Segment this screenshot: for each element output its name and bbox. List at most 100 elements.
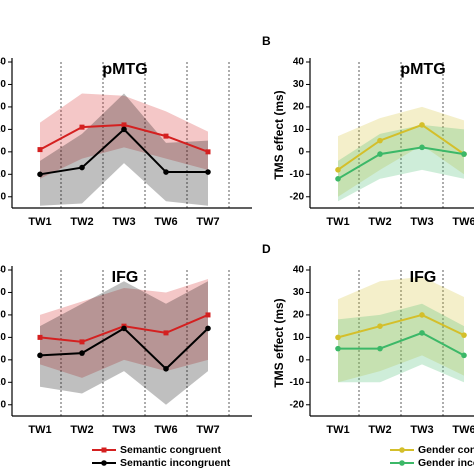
x-tick-label: TW1: [326, 216, 349, 228]
x-tick-label: TW2: [70, 216, 93, 228]
x-tick-label: TW7: [196, 424, 219, 436]
legend-marker: [101, 460, 107, 466]
x-tick-label: TW6: [452, 424, 474, 436]
point: [37, 334, 43, 340]
point: [163, 330, 169, 336]
x-tick-label: TW2: [368, 424, 391, 436]
point: [419, 122, 425, 128]
y-tick-label: 30: [0, 287, 6, 298]
y-tick-label: 20: [0, 310, 6, 321]
point: [79, 124, 85, 130]
panel-label: D: [262, 242, 271, 256]
y-tick-label: 40: [293, 265, 305, 276]
point: [37, 352, 43, 359]
legend-marker: [399, 460, 405, 466]
error-band: [40, 93, 208, 206]
point: [335, 176, 341, 182]
x-tick-label: TW1: [28, 216, 51, 228]
y-tick-label: 20: [293, 310, 305, 321]
point: [419, 144, 425, 151]
error-band: [338, 106, 464, 197]
y-tick-label: 0: [0, 146, 6, 157]
y-tick-label: -20: [290, 191, 305, 202]
x-tick-label: TW6: [154, 424, 177, 436]
y-tick-label: -10: [0, 377, 6, 388]
x-tick-label: TW6: [154, 216, 177, 228]
y-tick-label: -10: [290, 377, 305, 388]
point: [121, 122, 127, 128]
y-tick-label: -20: [0, 399, 6, 410]
panel-title: pMTG: [102, 61, 147, 78]
y-tick-label: -20: [0, 191, 6, 202]
point: [79, 164, 85, 171]
panel-title: IFG: [112, 269, 139, 286]
legend-label: Semantic congruent: [120, 444, 221, 456]
x-tick-label: TW3: [112, 216, 135, 228]
y-tick-label: -10: [290, 169, 305, 180]
error-band: [338, 276, 464, 383]
x-tick-label: TW3: [112, 424, 135, 436]
point: [335, 334, 341, 341]
series-line: [338, 331, 465, 357]
y-tick-label: 40: [293, 57, 305, 68]
point: [121, 126, 127, 133]
y-tick-label: 40: [0, 265, 6, 276]
legend-marker: [101, 447, 107, 453]
y-tick-label: 10: [0, 332, 6, 343]
y-tick-label: 30: [293, 79, 305, 90]
point: [461, 352, 467, 359]
point: [377, 151, 383, 157]
x-tick-label: TW2: [368, 216, 391, 228]
point: [377, 137, 383, 144]
point: [461, 332, 467, 338]
y-tick-label: 20: [0, 102, 6, 113]
y-axis-title: TMS effect (ms): [272, 298, 286, 387]
x-tick-label: TW1: [28, 424, 51, 436]
point: [335, 345, 341, 352]
point: [419, 312, 425, 318]
point: [121, 325, 127, 332]
point: [79, 339, 85, 345]
y-tick-label: 20: [293, 102, 305, 113]
y-tick-label: 10: [0, 124, 6, 135]
point: [163, 169, 169, 175]
y-tick-label: -10: [0, 169, 6, 180]
point: [205, 149, 211, 155]
x-tick-label: TW1: [326, 424, 349, 436]
error-band: [338, 303, 464, 383]
point: [163, 133, 169, 139]
y-tick-label: 10: [293, 332, 305, 343]
y-tick-label: 30: [293, 287, 305, 298]
y-tick-label: 10: [293, 124, 305, 135]
point: [377, 323, 383, 329]
point: [461, 151, 467, 157]
x-tick-label: TW3: [410, 424, 433, 436]
x-tick-label: TW6: [452, 216, 474, 228]
panel-title: pMTG: [400, 61, 445, 78]
legend-marker: [399, 447, 405, 453]
x-tick-label: TW2: [70, 424, 93, 436]
legend-label: Semantic incongruent: [120, 457, 231, 469]
point: [79, 350, 85, 356]
y-tick-label: -20: [290, 399, 305, 410]
series-line: [337, 313, 465, 339]
y-tick-label: 0: [0, 354, 6, 365]
legend-label: Gender inco: [418, 457, 474, 469]
error-band: [40, 93, 208, 179]
x-tick-label: TW7: [196, 216, 219, 228]
error-band: [338, 124, 464, 202]
point: [163, 366, 169, 372]
point: [205, 325, 211, 332]
legend-label: Gender cong: [418, 444, 474, 456]
point: [37, 147, 43, 153]
error-band: [40, 281, 208, 405]
panel-label: B: [262, 34, 271, 48]
panel-title: IFG: [410, 269, 437, 286]
point: [335, 167, 341, 173]
y-axis-title: TMS effect (ms): [272, 90, 286, 179]
y-tick-label: 0: [298, 354, 304, 365]
y-tick-label: 40: [0, 57, 6, 68]
series-line: [337, 123, 465, 171]
y-tick-label: 0: [298, 146, 304, 157]
